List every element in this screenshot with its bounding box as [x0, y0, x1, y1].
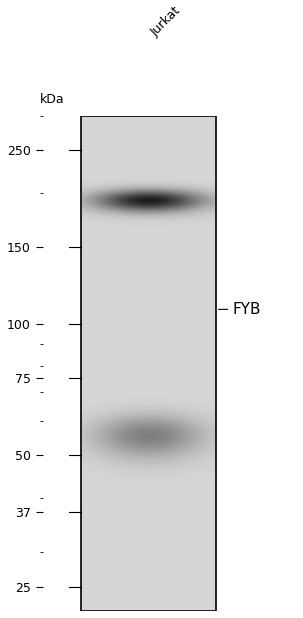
Text: kDa: kDa: [40, 93, 65, 106]
Text: FYB: FYB: [233, 302, 261, 317]
Bar: [81, 116, 216, 611]
Text: Jurkat: Jurkat: [148, 4, 183, 39]
